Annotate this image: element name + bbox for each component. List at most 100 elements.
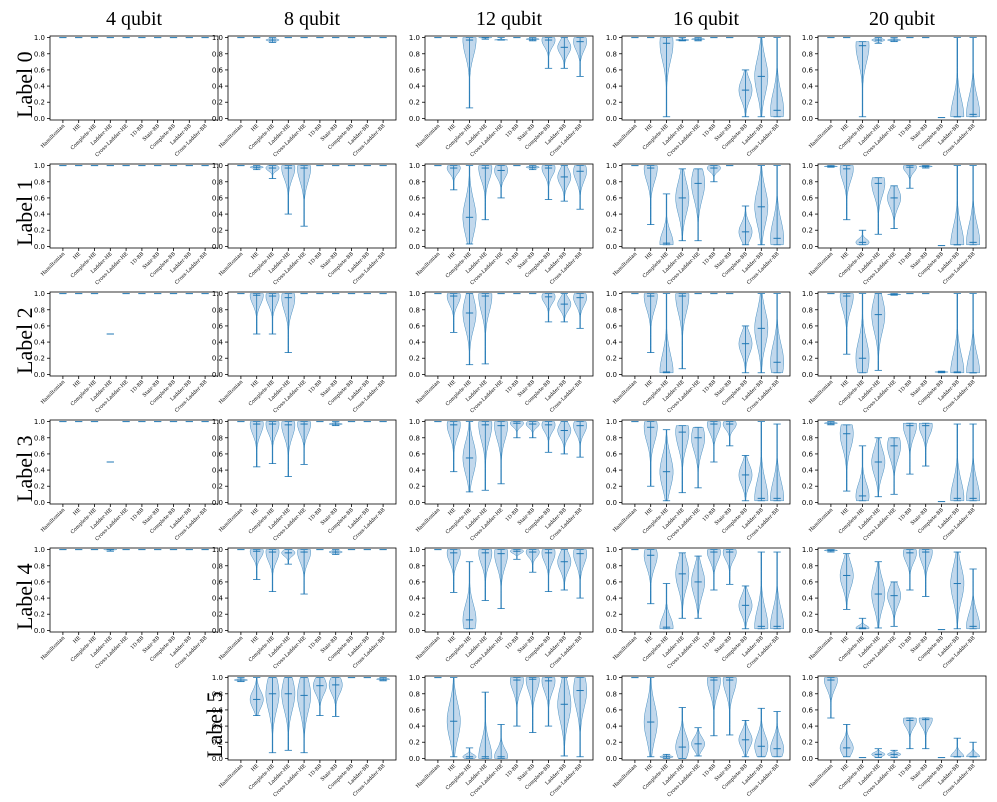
y-tick-label: 0.8 <box>802 434 813 442</box>
y-tick-label: 0.0 <box>409 115 420 123</box>
x-tick-label: Hamiltonian <box>808 251 835 278</box>
axes-frame <box>49 419 219 505</box>
y-tick-label: 0.0 <box>802 371 813 379</box>
x-tick-label: HE <box>72 379 82 389</box>
y-tick-label: 1.0 <box>212 34 223 42</box>
y-tick-label: 1.0 <box>212 546 223 554</box>
y-tick-label: 0.6 <box>34 194 46 202</box>
axes-frame <box>817 675 987 761</box>
column-title: 20 qubit <box>868 8 936 30</box>
axes-frame <box>49 547 219 633</box>
x-tick-label: HE <box>447 763 457 773</box>
y-tick-label: 0.8 <box>606 562 617 570</box>
y-tick-label: 0.0 <box>802 499 813 507</box>
y-tick-label: 0.4 <box>34 339 46 347</box>
y-tick-label: 0.2 <box>409 355 420 363</box>
x-tick-label: HE <box>72 507 82 517</box>
axes-frame <box>49 163 219 249</box>
y-tick-label: 0.2 <box>606 99 617 107</box>
y-tick-label: 0.8 <box>606 50 617 58</box>
y-tick-label: 1.0 <box>212 418 223 426</box>
y-tick-label: 0.6 <box>802 194 814 202</box>
x-tick-label: Hamiltonian <box>612 251 639 278</box>
axes-frame <box>621 291 791 377</box>
y-tick-label: 0.4 <box>606 467 618 475</box>
y-tick-label: 0.8 <box>409 562 420 570</box>
y-tick-label: 1.0 <box>802 34 813 42</box>
x-tick-label: Hamiltonian <box>808 507 835 534</box>
y-tick-label: 0.8 <box>409 50 420 58</box>
y-tick-label: 0.0 <box>34 371 45 379</box>
x-tick-label: HE <box>644 379 654 389</box>
y-tick-label: 1.0 <box>802 418 813 426</box>
y-tick-label: 1.0 <box>409 34 420 42</box>
y-tick-label: 1.0 <box>212 674 223 682</box>
axes-frame <box>424 675 594 761</box>
y-tick-label: 0.2 <box>34 99 45 107</box>
y-tick-label: 0.8 <box>802 306 813 314</box>
y-tick-label: 0.2 <box>802 739 813 747</box>
axes-frame <box>49 291 219 377</box>
y-tick-label: 1.0 <box>34 162 45 170</box>
y-tick-label: 0.4 <box>606 211 618 219</box>
y-tick-label: 1.0 <box>212 162 223 170</box>
y-tick-label: 0.8 <box>212 562 223 570</box>
y-tick-label: 0.2 <box>34 611 45 619</box>
axes-frame <box>621 675 791 761</box>
x-tick-label: Hamiltonian <box>808 635 835 662</box>
y-tick-label: 1.0 <box>409 546 420 554</box>
x-tick-label: Hamiltonian <box>808 379 835 406</box>
y-tick-label: 0.8 <box>802 562 813 570</box>
x-tick-label: Hamiltonian <box>808 763 835 790</box>
column-title: 12 qubit <box>475 8 543 30</box>
y-tick-label: 0.0 <box>802 755 813 763</box>
y-tick-label: 0.4 <box>212 83 224 91</box>
y-tick-label: 0.0 <box>802 115 813 123</box>
y-tick-label: 0.6 <box>34 578 46 586</box>
y-tick-label: 0.6 <box>212 194 224 202</box>
y-tick-label: 0.2 <box>606 227 617 235</box>
y-tick-label: 0.8 <box>606 434 617 442</box>
x-tick-label: HE <box>72 635 82 645</box>
x-tick-label: HE <box>447 123 457 133</box>
y-tick-label: 0.4 <box>606 83 618 91</box>
axes-frame <box>49 35 219 121</box>
y-tick-label: 0.6 <box>409 706 421 714</box>
y-tick-label: 0.8 <box>212 434 223 442</box>
x-tick-label: Hamiltonian <box>612 763 639 790</box>
y-tick-label: 0.2 <box>802 99 813 107</box>
x-tick-label: Hamiltonian <box>218 507 245 534</box>
x-tick-label: Hamiltonian <box>40 507 67 534</box>
y-tick-label: 0.6 <box>409 194 421 202</box>
y-tick-label: 0.0 <box>212 115 223 123</box>
y-tick-label: 0.4 <box>606 595 618 603</box>
y-tick-label: 0.4 <box>34 83 46 91</box>
y-tick-label: 0.0 <box>606 115 617 123</box>
axes-frame <box>227 163 397 249</box>
y-tick-label: 0.0 <box>802 243 813 251</box>
y-tick-label: 0.6 <box>409 450 421 458</box>
axes-frame <box>227 675 397 761</box>
y-tick-label: 0.2 <box>34 483 45 491</box>
y-tick-label: 0.8 <box>212 306 223 314</box>
y-tick-label: 0.6 <box>212 706 224 714</box>
x-tick-label: Hamiltonian <box>612 635 639 662</box>
y-tick-label: 0.2 <box>34 227 45 235</box>
y-tick-label: 0.6 <box>212 578 224 586</box>
x-tick-label: Hamiltonian <box>40 635 67 662</box>
axes-frame <box>621 35 791 121</box>
x-tick-label: HE <box>250 763 260 773</box>
y-tick-label: 0.2 <box>212 611 223 619</box>
y-tick-label: 1.0 <box>606 674 617 682</box>
axes-frame <box>817 419 987 505</box>
